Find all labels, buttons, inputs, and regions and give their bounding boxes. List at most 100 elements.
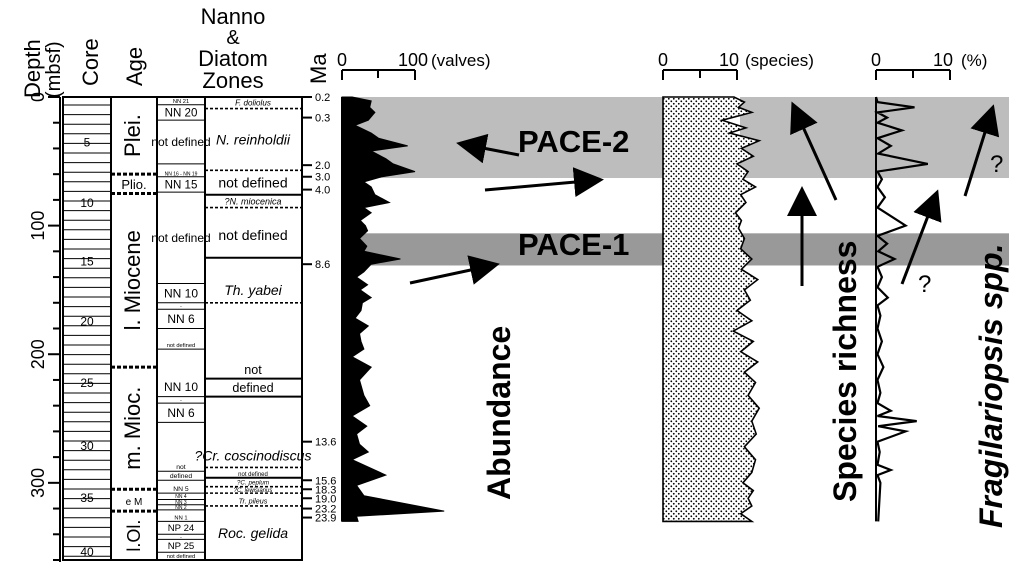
nanno-zone-label: NN 2 (175, 505, 187, 511)
annotation-arrows (409, 101, 1000, 286)
zones-header-line1: Nanno (201, 4, 266, 29)
pace-bands (342, 97, 1009, 266)
richness-x-axis: 0 10 (species) (658, 50, 814, 80)
arrow-frag-upper (963, 104, 1000, 197)
frag-tick-0: 0 (871, 50, 881, 70)
nanno-zone-label: NN 21 (173, 99, 189, 105)
ma-header: Ma (306, 53, 331, 84)
diatom-zone-label: ?C. peplum (237, 479, 269, 486)
zones-header-line4: Zones (202, 68, 263, 93)
nanno-zone-label: NP 24 (168, 523, 195, 534)
diatom-zone-label: not defined (238, 472, 268, 478)
question-mark-lower: ? (918, 271, 931, 298)
diatom-zone-label: Tr. pileus (239, 496, 268, 505)
nanno-zone-label: - (180, 535, 182, 541)
ma-label: 4.0 (315, 185, 330, 197)
diatom-zone-label: not defined (218, 174, 287, 190)
depth-tick-label: 0 (28, 92, 48, 102)
diatom-zone-label: ?Cr. coscinodiscus (195, 448, 312, 464)
depth-axis: 0 100 200 300 (28, 92, 61, 562)
frag-tick-10: 10 (933, 50, 953, 70)
nanno-zone-column: NN 21 NN 20 not defined NN 16 - NN 19 NN 15 n… (151, 96, 211, 561)
nanno-zone-label: NN 5 (173, 486, 189, 493)
nanno-zone-label: NN 10 (164, 380, 198, 394)
nanno-zone-label: NN 1 (174, 516, 187, 522)
fragilariopsis-panel: 0 10 (%) (871, 50, 987, 522)
core-column: 5 10 15 20 25 30 35 40 (62, 96, 112, 561)
fragilariopsis-line (874, 96, 929, 522)
diatom-zone-label: not (244, 363, 262, 377)
core-label: 35 (80, 491, 94, 505)
core-label: 30 (80, 439, 94, 453)
abundance-tick-100: 100 (398, 50, 428, 70)
arrow-frag-lower (900, 189, 942, 285)
diatom-zone-label: not defined (218, 227, 287, 243)
pace-band-right-1 (740, 97, 1009, 179)
nanno-zone-label: NN 10 (164, 286, 198, 300)
arrow-to-abundance-peak (456, 133, 520, 164)
core-label: 20 (80, 315, 94, 329)
nanno-zone-label: not defined (167, 554, 196, 560)
nanno-zone-label: NN 15 (165, 180, 198, 192)
ma-label: 15.6 (315, 475, 336, 487)
core-label: 25 (80, 376, 94, 390)
depth-header: Depth (20, 39, 45, 98)
abundance-label: Abundance (481, 326, 517, 500)
ma-label: 8.6 (315, 259, 330, 271)
nanno-zone-label: defined (170, 473, 192, 480)
age-label: Plei. (120, 114, 145, 157)
depth-tick-label: 200 (28, 339, 48, 369)
age-label: Plio. (121, 177, 146, 192)
age-label: l.Ol. (124, 520, 144, 552)
core-label: 10 (80, 196, 94, 210)
depth-tick-label: 300 (28, 468, 48, 498)
species-richness-label: Species richness (827, 241, 863, 502)
diatom-zone-label: ?C. lewisianus (234, 488, 273, 494)
depth-tick-label: 100 (28, 211, 48, 241)
nanno-zone-label: NP 25 (168, 541, 195, 552)
zones-header-line2: & (226, 27, 240, 49)
diatom-zone-label: F. doliolus (235, 99, 271, 108)
age-label: e M (126, 497, 143, 508)
nanno-zone-label: not (176, 464, 186, 471)
ma-label: 0.3 (315, 113, 330, 125)
ma-label: 0.2 (315, 92, 330, 104)
richness-x-unit: (species) (745, 51, 814, 70)
richness-tick-0: 0 (658, 50, 668, 70)
nanno-zone-label: not defined (167, 343, 196, 349)
diatom-zone-label: N. reinholdii (216, 131, 291, 147)
abundance-panel: 0 100 (valves) (337, 50, 491, 522)
nanno-zone-label: NN 4 (175, 494, 187, 500)
column-headers: Depth (mbsf) Core Age Nanno & Diatom Zon… (20, 4, 331, 98)
age-header: Age (122, 47, 147, 86)
nanno-zone-label: NN 6 (167, 406, 195, 420)
nanno-zone-label: not defined (151, 231, 210, 245)
core-label: 5 (84, 136, 91, 150)
pace-band-2 (342, 233, 672, 266)
pace-1-label: PACE-1 (518, 227, 629, 262)
question-mark-upper: ? (990, 151, 1003, 178)
ma-label: 23.2 (315, 504, 336, 516)
age-label: m. Mioc. (120, 387, 145, 470)
nanno-zone-label: NN 3 (175, 500, 187, 506)
pace-2-label: PACE-2 (518, 124, 629, 159)
richness-area (662, 96, 762, 523)
abundance-x-unit: (valves) (431, 51, 491, 70)
richness-panel: 0 10 (species) (658, 50, 814, 523)
ma-label: 23.9 (315, 513, 336, 525)
pace-band-1 (342, 97, 672, 179)
fragilariopsis-label: Fragilariopsis spp. (973, 243, 1009, 528)
core-label: 15 (80, 254, 94, 268)
pace-band-right-2 (740, 233, 1009, 266)
ma-label: 3.0 (315, 172, 330, 184)
core-header: Core (78, 38, 103, 86)
arrow-pace1-abundance (409, 255, 500, 285)
ma-label: 2.0 (315, 160, 330, 172)
diatom-zone-label: Th. yabei (224, 282, 282, 298)
nanno-zone-label: not defined (151, 135, 210, 149)
nanno-zone-label: - (180, 304, 182, 310)
age-label: l. Miocene (120, 230, 145, 330)
nanno-zone-label: NN 16 - NN 19 (165, 171, 198, 177)
diatom-zone-column: F. doliolus N. reinholdii not defined ?N. m… (195, 96, 312, 561)
